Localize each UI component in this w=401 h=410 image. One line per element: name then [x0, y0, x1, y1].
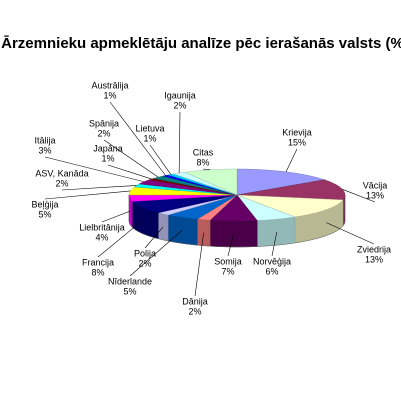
leader-line	[61, 185, 137, 191]
slice-label: Igaunija	[164, 90, 196, 100]
slice-label: ASV, Kanāda	[35, 168, 88, 178]
slice-label: Austrālija	[91, 80, 128, 90]
slice-label: Lietuva	[135, 123, 164, 133]
slice-label: Krievija	[282, 127, 312, 137]
slice	[236, 194, 296, 221]
slice-value-label: 1%	[103, 90, 116, 100]
leader-line	[149, 144, 172, 175]
slice-label: Norvēģija	[253, 256, 291, 266]
slice	[168, 194, 238, 220]
slice	[184, 168, 238, 196]
slice-value-label: 2%	[173, 100, 186, 110]
leader-line	[129, 230, 183, 277]
leader-line	[97, 220, 143, 258]
pie-rim	[128, 195, 346, 248]
pie-tops	[128, 168, 346, 222]
slice-label: Vācija	[363, 180, 388, 190]
slice-label: Lielbritānija	[79, 222, 125, 232]
slice-label: Polija	[134, 248, 156, 258]
slice	[236, 194, 344, 218]
leader-line	[178, 111, 181, 174]
slice-value-label: 6%	[265, 266, 278, 276]
slice-value-label: 2%	[138, 258, 151, 268]
leader-line	[285, 148, 298, 172]
pie-sides	[128, 194, 346, 248]
slice-value-label: 1%	[143, 133, 156, 143]
slice-value-label: 2%	[97, 128, 110, 138]
labels: Krievija15%Vācija13%Zviedrija13%Norvēģij…	[31, 80, 391, 316]
slice-side	[209, 219, 258, 248]
chart-title: Ārzemnieku apmeklētāju analīze pēc ieraš…	[1, 35, 401, 52]
slice-value-label: 4%	[95, 232, 108, 242]
leader-line	[271, 232, 278, 257]
leader-line	[44, 190, 131, 200]
slice-value-label: 1%	[101, 153, 114, 163]
leader-line	[44, 156, 145, 183]
slice-label: Spānija	[89, 118, 119, 128]
slice-value-label: 3%	[38, 145, 51, 155]
slice-value-label: 13%	[365, 254, 383, 264]
slice-side	[158, 212, 169, 242]
slice	[153, 175, 238, 196]
leader-line	[227, 233, 234, 257]
slice-value-label: 5%	[123, 286, 136, 296]
leader-line	[103, 139, 159, 178]
slice	[209, 194, 258, 222]
leader-line	[342, 189, 376, 203]
leader-line	[202, 168, 211, 171]
slice	[131, 194, 238, 214]
slice-label: Francija	[82, 257, 114, 267]
slice	[196, 194, 238, 221]
slice-label: Dānija	[182, 296, 208, 306]
slice-label: Japāna	[93, 143, 123, 153]
leader-line	[107, 164, 152, 180]
slice-value-label: 15%	[288, 137, 306, 147]
slice-value-label: 7%	[221, 266, 234, 276]
leader-line	[194, 232, 204, 297]
leader-line	[144, 226, 164, 249]
slice-label: Zviedrija	[357, 244, 391, 254]
slice-value-label: 13%	[366, 190, 384, 200]
slice-value-label: 8%	[196, 157, 209, 167]
slice-side	[257, 216, 296, 247]
slice-label: Beļģija	[31, 199, 58, 209]
leader-line	[326, 222, 375, 245]
slice-label: Citas	[193, 147, 214, 157]
slice-label: Itālija	[34, 135, 55, 145]
slice-value-label: 8%	[91, 267, 104, 277]
slice-value-label: 2%	[188, 306, 201, 316]
slice-side	[197, 218, 211, 247]
leader-line	[101, 210, 130, 223]
slice	[138, 179, 238, 196]
leader-line	[109, 101, 166, 176]
slice-label: Somija	[214, 256, 242, 266]
slice-value-label: 5%	[38, 209, 51, 219]
slice-value-label: 2%	[55, 178, 68, 188]
slice-side	[167, 214, 198, 246]
slice	[128, 194, 238, 202]
slice-label: Nīderlande	[108, 276, 152, 286]
